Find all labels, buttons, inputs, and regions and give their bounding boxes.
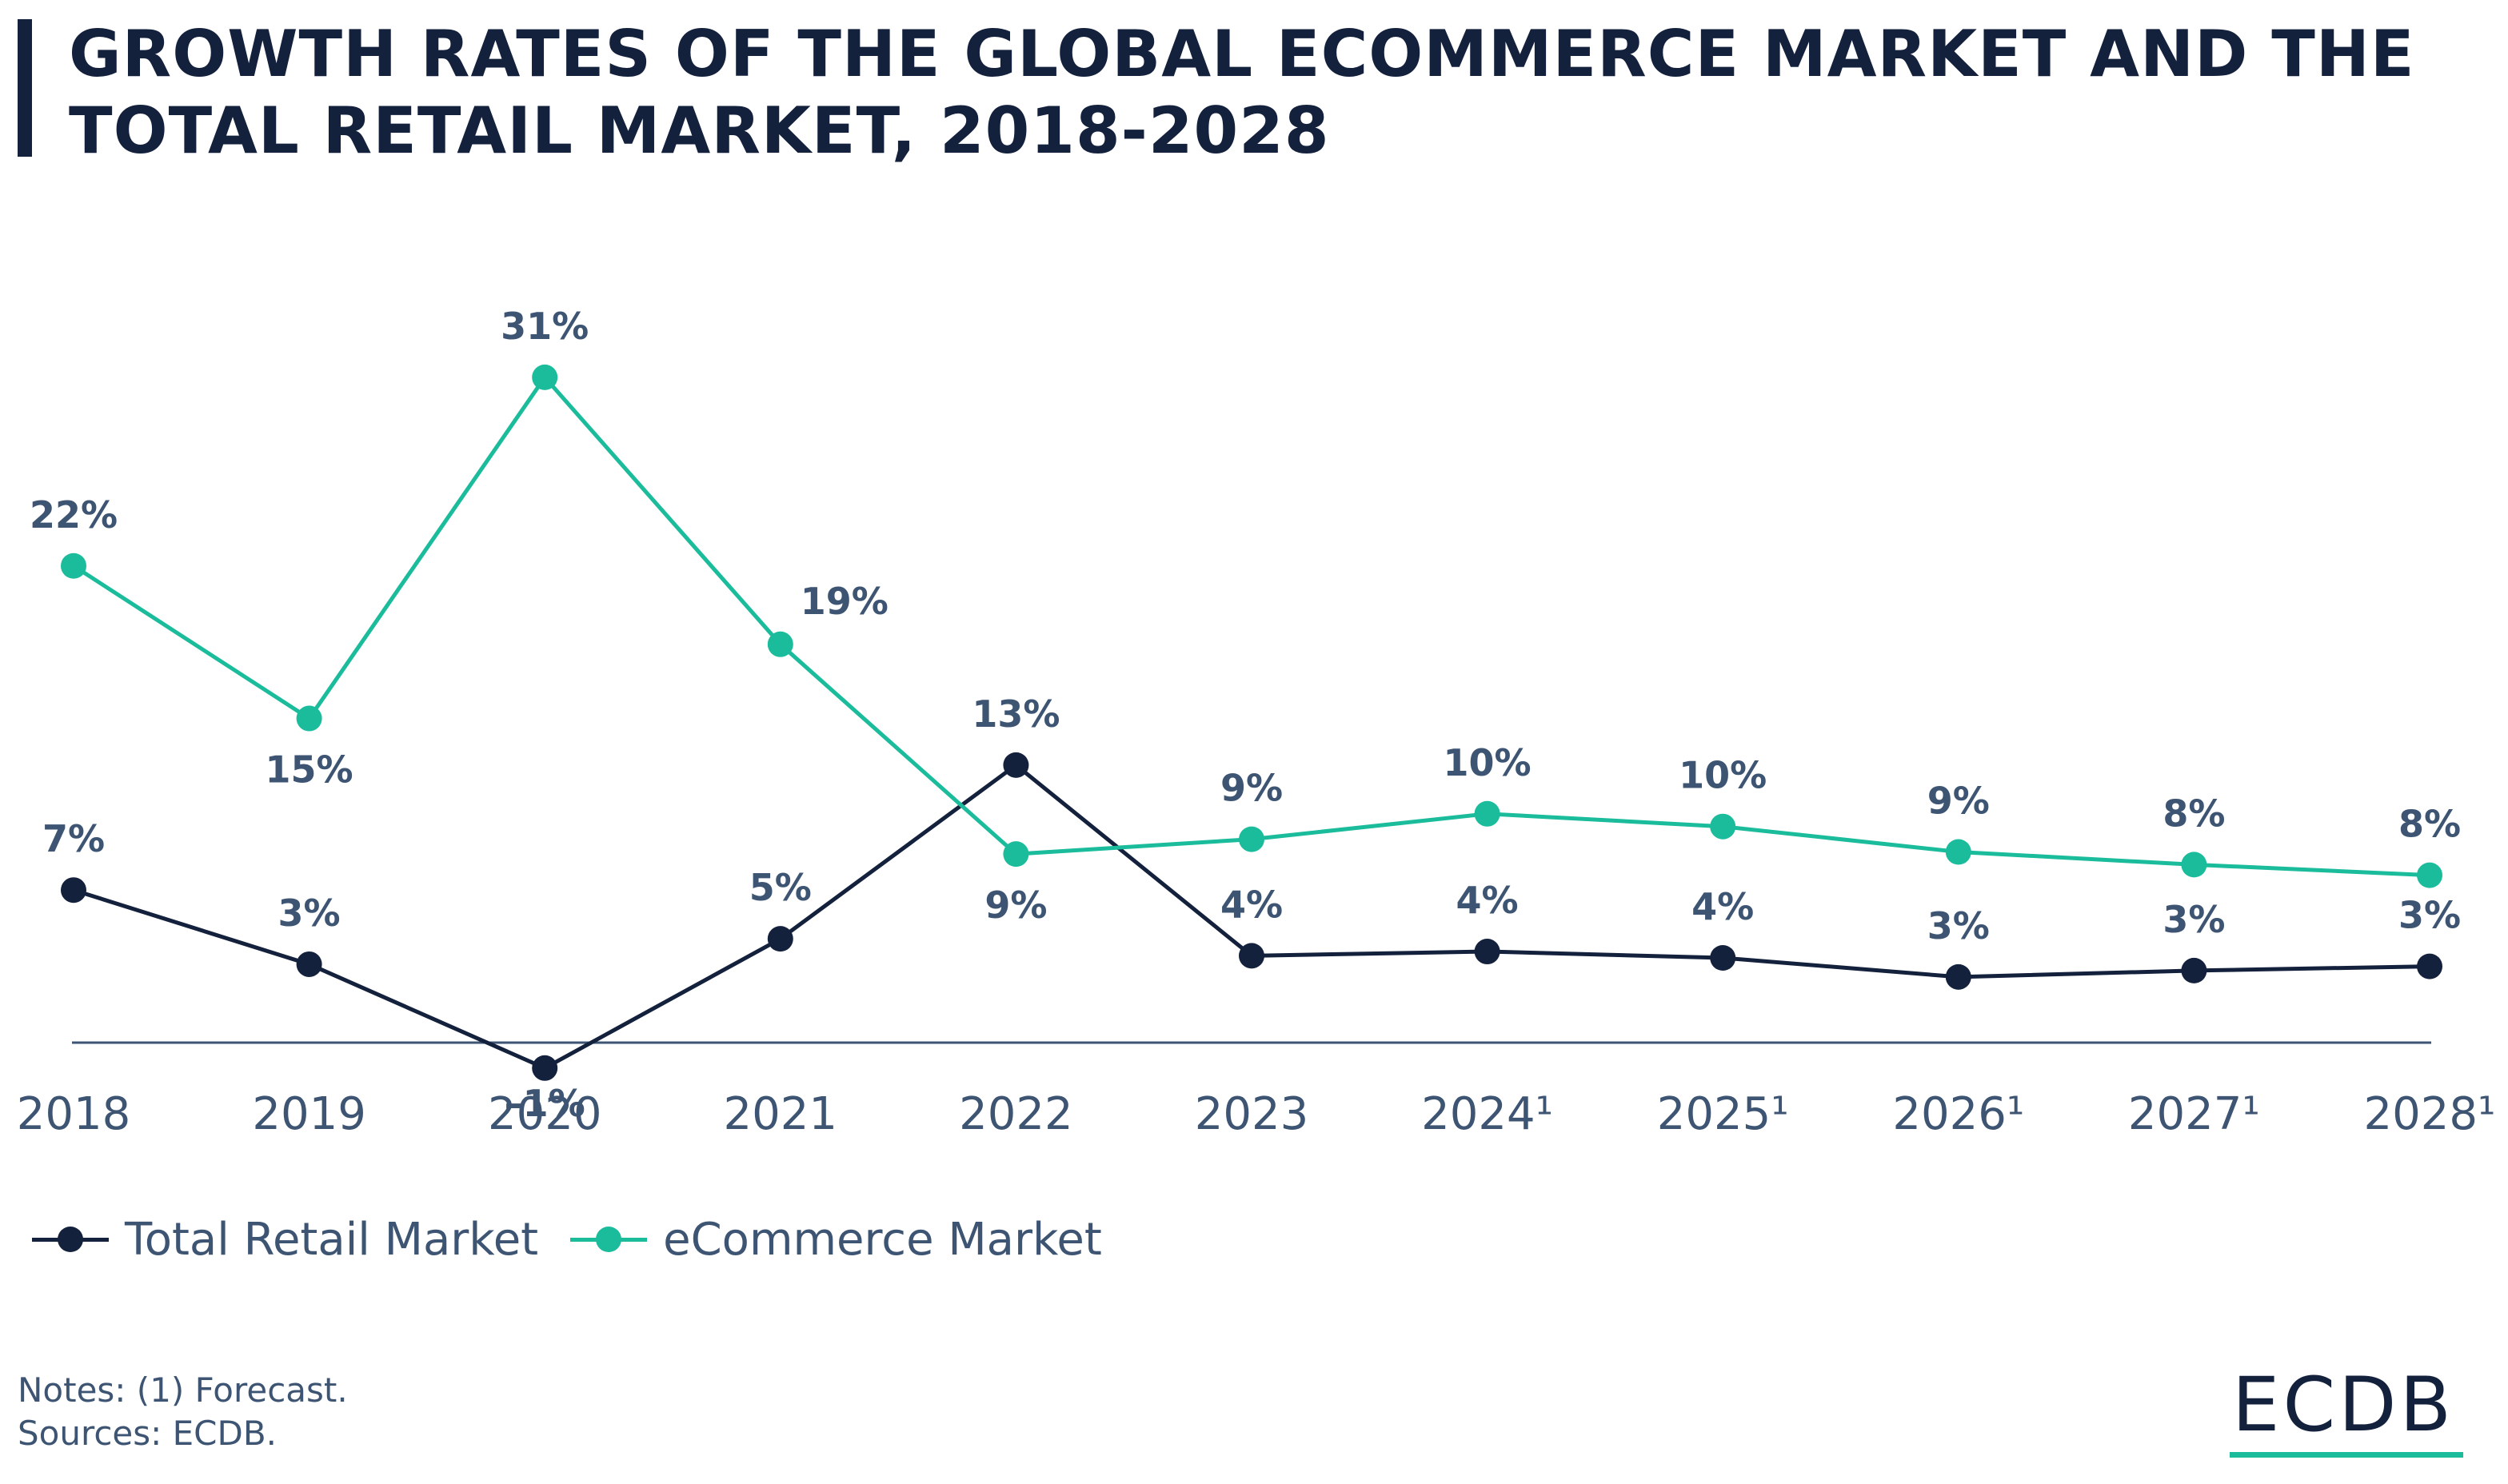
data-label-retail-9: 3% — [2163, 898, 2225, 941]
data-point-ecommerce-0 — [61, 553, 86, 579]
data-label-ecommerce-1: 15% — [266, 748, 353, 792]
data-point-ecommerce-2 — [532, 364, 558, 390]
data-point-ecommerce-3 — [767, 631, 793, 657]
x-tick-label-8: 2026¹ — [1892, 1088, 2024, 1140]
x-tick-label-3: 2021 — [724, 1088, 838, 1140]
chart-title-line-1: GROWTH RATES OF THE GLOBAL ECOMMERCE MAR… — [69, 17, 2415, 91]
data-label-ecommerce-10: 8% — [2398, 803, 2461, 846]
data-label-ecommerce-6: 10% — [1444, 741, 1532, 784]
data-point-retail-1 — [296, 951, 322, 977]
data-point-ecommerce-8 — [1945, 839, 1971, 865]
x-tick-label-2: 2020 — [488, 1088, 602, 1140]
data-label-ecommerce-3: 19% — [801, 580, 889, 623]
chart-title: GROWTH RATES OF THE GLOBAL ECOMMERCE MAR… — [69, 16, 2468, 170]
data-label-retail-6: 4% — [1456, 879, 1519, 922]
line-chart: 7% 3% –1% 5% 13% 4% 4% 4% 3% 3% 3% 22% 15% 31% 19% 9% 9%… — [17, 305, 2496, 1140]
data-point-ecommerce-7 — [1710, 813, 1736, 840]
data-label-ecommerce-0: 22% — [30, 493, 118, 537]
chart-title-line-2: TOTAL RETAIL MARKET, 2018-2028 — [69, 94, 1330, 168]
chart-legend: Total Retail Market eCommerce Market — [32, 1207, 1134, 1271]
x-tick-label-4: 2022 — [959, 1088, 1073, 1140]
data-label-ecommerce-2: 31% — [501, 305, 589, 348]
data-label-retail-0: 7% — [42, 817, 105, 860]
data-label-retail-5: 4% — [1220, 883, 1283, 926]
x-tick-label-10: 2028¹ — [2364, 1088, 2496, 1140]
logo-underline — [2230, 1452, 2463, 1458]
x-tick-label-7: 2025¹ — [1657, 1088, 1789, 1140]
notes-text: Notes: (1) Forecast. — [18, 1370, 348, 1410]
legend-item-total-retail: Total Retail Market — [32, 1214, 538, 1266]
data-label-ecommerce-8: 9% — [1927, 780, 1990, 823]
data-label-ecommerce-7: 10% — [1679, 754, 1767, 797]
data-point-retail-9 — [2181, 957, 2207, 983]
x-tick-label-6: 2024¹ — [1421, 1088, 1553, 1140]
series-layer: 7% 3% –1% 5% 13% 4% 4% 4% 3% 3% 3% 22% 15% 31% 19% 9% 9%… — [30, 305, 2461, 1125]
data-label-ecommerce-4: 9% — [984, 884, 1047, 927]
data-point-retail-0 — [61, 877, 86, 904]
data-point-ecommerce-6 — [1474, 800, 1500, 827]
data-point-retail-7 — [1710, 945, 1736, 971]
data-point-retail-8 — [1945, 963, 1971, 990]
data-point-ecommerce-1 — [296, 705, 322, 732]
sources-text: Sources: ECDB. — [18, 1414, 278, 1453]
data-point-ecommerce-5 — [1239, 826, 1264, 852]
legend-swatch-total-retail — [32, 1227, 109, 1252]
data-label-retail-2: –1% — [505, 1082, 585, 1125]
x-tick-label-0: 2018 — [17, 1088, 131, 1140]
title-accent-bar — [18, 19, 32, 157]
data-label-ecommerce-9: 8% — [2163, 792, 2225, 835]
data-point-retail-3 — [767, 926, 793, 952]
legend-label-total-retail: Total Retail Market — [125, 1213, 539, 1266]
data-point-ecommerce-9 — [2181, 852, 2207, 878]
x-tick-label-1: 2019 — [252, 1088, 366, 1140]
legend-swatch-ecommerce — [570, 1227, 648, 1252]
x-tick-labels: 2018 2019 2020 2021 2022 2023 2024¹ 2025¹ 2026¹ 2… — [17, 1088, 2496, 1140]
data-point-ecommerce-10 — [2417, 862, 2442, 888]
data-label-retail-8: 3% — [1927, 904, 1990, 947]
data-point-retail-4 — [1003, 752, 1029, 778]
x-tick-label-9: 2027¹ — [2128, 1088, 2260, 1140]
data-label-ecommerce-5: 9% — [1220, 767, 1283, 810]
data-label-retail-10: 3% — [2398, 894, 2461, 937]
data-point-retail-6 — [1474, 939, 1500, 965]
footnotes: Notes: (1) Forecast. Sources: ECDB. — [18, 1369, 348, 1455]
x-tick-label-5: 2023 — [1195, 1088, 1309, 1140]
data-point-retail-5 — [1239, 943, 1264, 969]
data-point-retail-2 — [532, 1055, 558, 1081]
legend-item-ecommerce: eCommerce Market — [570, 1214, 1102, 1266]
data-label-retail-3: 5% — [749, 866, 812, 909]
ecdb-logo: ECDB — [2232, 1362, 2454, 1449]
data-label-retail-7: 4% — [1691, 885, 1754, 928]
data-label-retail-1: 3% — [278, 892, 341, 935]
legend-label-ecommerce: eCommerce Market — [663, 1213, 1102, 1266]
data-point-retail-10 — [2417, 953, 2442, 979]
data-point-ecommerce-4 — [1003, 841, 1029, 868]
data-label-retail-4: 13% — [972, 692, 1060, 736]
